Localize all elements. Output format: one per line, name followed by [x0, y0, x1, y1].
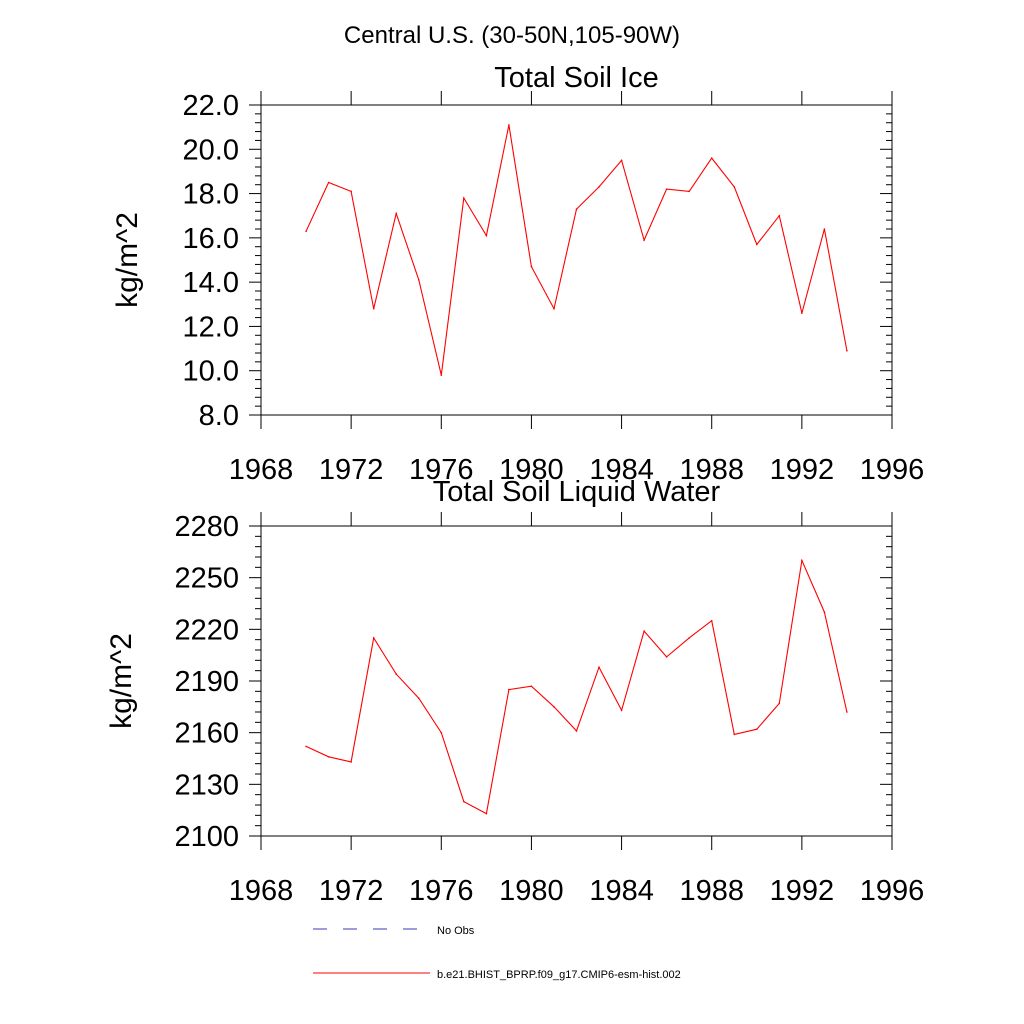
y-tick-label: 2160 — [174, 718, 239, 750]
data-point — [710, 619, 713, 622]
data-point — [665, 188, 668, 190]
data-point — [620, 709, 623, 712]
x-tick-label: 1972 — [319, 454, 384, 486]
x-tick-label: 1992 — [770, 875, 835, 907]
x-tick-label: 1996 — [860, 454, 925, 486]
series-line-1 — [305, 558, 848, 815]
data-point — [395, 212, 398, 215]
y-tick-label: 2190 — [174, 666, 239, 698]
data-point — [305, 745, 307, 748]
data-point — [778, 214, 781, 217]
y-tick-label: 10.0 — [183, 356, 239, 388]
series-line-1 — [305, 124, 848, 376]
chart-title: Total Soil Ice — [494, 62, 658, 94]
data-point — [801, 312, 803, 314]
data-point — [372, 637, 375, 639]
chart-panel-1: Total Soil Ice kg/m^2 1968 1972 1976 1980 1984… — [111, 62, 924, 486]
data-point — [846, 349, 848, 352]
data-point — [755, 728, 758, 731]
x-tick-label: 1984 — [589, 875, 654, 907]
data-point — [733, 186, 736, 188]
figure-suptitle: Central U.S. (30-50N,105-90W) — [344, 22, 680, 49]
data-point — [620, 159, 623, 162]
data-point — [440, 731, 443, 734]
y-tick-label: 2250 — [174, 563, 239, 595]
data-point — [643, 630, 645, 632]
y-axis-label: kg/m^2 — [105, 633, 138, 729]
y-tick-label: 2130 — [174, 769, 239, 801]
x-tick-label: 1976 — [409, 875, 474, 907]
y-tick-label: 2280 — [174, 511, 239, 543]
data-point — [801, 559, 803, 562]
data-point — [778, 702, 781, 705]
data-point — [643, 239, 645, 241]
legend-label-1: No Obs — [437, 925, 475, 937]
data-point — [733, 733, 736, 736]
data-point — [553, 307, 555, 310]
data-point — [395, 673, 398, 675]
chart-panels: Total Soil Ice kg/m^2 1968 1972 1976 1980 1984… — [105, 62, 924, 907]
data-point — [688, 637, 690, 639]
data-point — [598, 666, 600, 669]
data-point — [688, 190, 690, 193]
y-tick-label: 18.0 — [183, 179, 239, 211]
data-point — [823, 611, 826, 613]
data-point — [372, 307, 375, 310]
data-point — [575, 730, 578, 732]
x-tick-label: 1996 — [860, 875, 925, 907]
data-point — [598, 186, 600, 188]
y-tick-label: 2100 — [174, 821, 239, 853]
chart-panel-2: Total Soil Liquid Water kg/m^2 1968 1972 197… — [105, 476, 924, 907]
y-tick-label: 20.0 — [183, 134, 239, 166]
data-point — [417, 697, 420, 700]
chart-title: Total Soil Liquid Water — [433, 476, 721, 508]
x-tick-label: 1980 — [499, 454, 564, 486]
data-point — [665, 656, 668, 658]
data-point — [417, 279, 420, 281]
data-point — [327, 181, 330, 184]
y-tick-label: 16.0 — [183, 223, 239, 255]
x-tick-label: 1980 — [499, 875, 564, 907]
y-tick-label: 12.0 — [183, 311, 239, 343]
x-tick-label: 1984 — [589, 454, 654, 486]
data-point — [350, 761, 352, 763]
x-tick-label: 1972 — [319, 875, 384, 907]
data-point — [575, 208, 578, 210]
data-point — [553, 706, 555, 708]
data-point — [823, 228, 826, 230]
plot-frame — [260, 104, 893, 416]
data-point — [755, 243, 758, 246]
data-point — [327, 755, 330, 758]
data-point — [530, 265, 533, 268]
x-tick-label: 1988 — [679, 875, 744, 907]
plot-frame — [260, 525, 893, 837]
data-point — [485, 234, 488, 237]
data-point — [305, 230, 307, 233]
y-tick-label: 2220 — [174, 614, 239, 646]
y-tick-label: 22.0 — [183, 90, 239, 122]
data-point — [463, 197, 465, 199]
x-tick-label: 1988 — [679, 454, 744, 486]
y-tick-label: 8.0 — [199, 400, 239, 432]
data-point — [508, 688, 510, 691]
x-tick-label: 1976 — [409, 454, 474, 486]
data-point — [710, 157, 713, 159]
data-point — [508, 124, 510, 126]
y-tick-label: 14.0 — [183, 267, 239, 299]
data-point — [463, 800, 465, 803]
x-tick-label: 1968 — [229, 875, 294, 907]
legend: No Obs b.e21.BHIST_BPRP.f09_g17.CMIP6-esm… — [313, 925, 681, 981]
data-point — [846, 711, 848, 713]
data-point — [530, 685, 533, 687]
legend-label-2: b.e21.BHIST_BPRP.f09_g17.CMIP6-esm-hist.… — [437, 969, 681, 981]
data-point — [440, 374, 443, 376]
x-tick-label: 1968 — [229, 454, 294, 486]
x-tick-label: 1992 — [770, 454, 835, 486]
y-axis-label: kg/m^2 — [111, 212, 144, 308]
data-point — [350, 190, 352, 193]
data-point — [485, 812, 488, 815]
